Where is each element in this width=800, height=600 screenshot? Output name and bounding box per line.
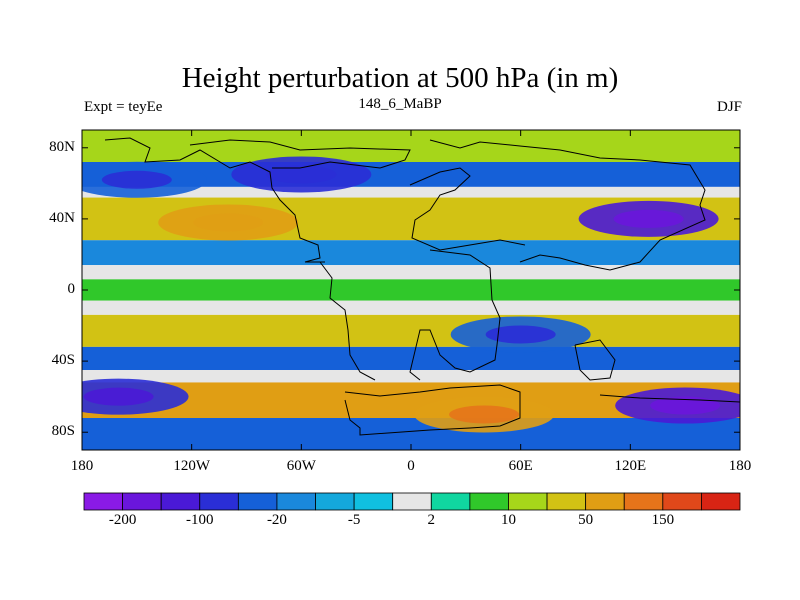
colorbar-box-4 xyxy=(237,492,278,511)
anomaly-core-7 xyxy=(485,325,556,344)
band-8 xyxy=(82,314,740,347)
anomaly-core-2 xyxy=(613,209,684,228)
x-tick-label: 120E xyxy=(614,458,647,474)
anomaly-core-1 xyxy=(266,165,337,184)
colorbar-label: 50 xyxy=(578,512,594,528)
x-tick-label: 60E xyxy=(508,458,533,474)
season-label: DJF xyxy=(716,99,742,115)
axis-ticks xyxy=(81,130,741,450)
colorbar-box-14 xyxy=(623,492,664,511)
colorbar-box-1 xyxy=(122,492,162,511)
band-2 xyxy=(82,186,740,198)
colorbar-label: 150 xyxy=(651,512,675,528)
y-tick-label: 40N xyxy=(49,209,75,226)
band-6 xyxy=(82,279,740,301)
y-tick-label: 40S xyxy=(51,352,75,369)
anomaly-core-5 xyxy=(83,387,154,406)
anomaly-core-6 xyxy=(650,396,721,415)
colorbar-label: -20 xyxy=(266,512,287,528)
colorbar-label: 10 xyxy=(500,512,516,528)
anomaly-core-4 xyxy=(449,405,520,424)
x-tick-label: 180 xyxy=(728,458,752,474)
contour-fill xyxy=(82,130,740,450)
band-9 xyxy=(82,346,740,370)
experiment-label: Expt = teyEe xyxy=(84,99,163,115)
y-tick-label: 0 xyxy=(67,281,76,297)
colorbar-box-12 xyxy=(546,492,587,511)
colorbar-label: -100 xyxy=(186,512,214,528)
colorbar xyxy=(83,492,741,511)
y-tick-label: 80N xyxy=(49,138,75,155)
colorbar-box-3 xyxy=(199,492,239,511)
colorbar-box-5 xyxy=(276,492,316,511)
y-tick-label: 80S xyxy=(51,423,75,440)
anomaly-core-3 xyxy=(193,213,264,232)
x-tick-label: 120W xyxy=(173,458,210,474)
band-10 xyxy=(82,370,740,383)
chart-title: Height perturbation at 500 hPa (in m) xyxy=(181,62,619,94)
band-4 xyxy=(82,240,740,266)
band-5 xyxy=(82,265,740,280)
colorbar-box-2 xyxy=(160,492,201,511)
colorbar-label: -5 xyxy=(347,512,361,528)
band-7 xyxy=(82,300,740,315)
x-tick-label: 180 xyxy=(70,458,94,474)
case-label: 148_6_MaBP xyxy=(358,96,442,112)
colorbar-label: 2 xyxy=(427,512,436,528)
anomaly-core-0 xyxy=(101,170,172,189)
colorbar-box-8 xyxy=(392,492,432,511)
colorbar-box-6 xyxy=(315,492,355,511)
colorbar-box-15 xyxy=(662,492,702,511)
x-tick-label: 60W xyxy=(286,458,316,474)
x-tick-label: 0 xyxy=(407,458,415,474)
colorbar-box-13 xyxy=(585,492,625,511)
colorbar-box-11 xyxy=(508,492,548,511)
colorbar-box-0 xyxy=(83,492,123,511)
colorbar-label: -200 xyxy=(108,512,137,528)
coastlines xyxy=(104,137,740,436)
colorbar-box-9 xyxy=(430,492,471,511)
colorbar-box-10 xyxy=(469,492,509,511)
colorbar-box-7 xyxy=(353,492,394,511)
colorbar-box-16 xyxy=(701,492,741,511)
